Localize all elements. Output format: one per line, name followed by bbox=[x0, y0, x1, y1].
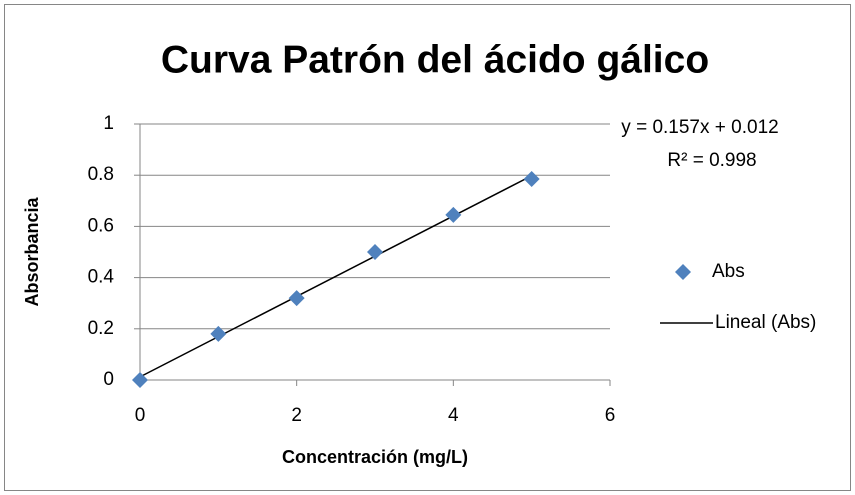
y-tick-label: 0.4 bbox=[88, 267, 115, 288]
data-point bbox=[445, 206, 462, 223]
trend-equation: y = 0.157x + 0.012 bbox=[621, 117, 778, 138]
y-tick-label: 1 bbox=[103, 113, 114, 134]
y-tick-label: 0.2 bbox=[88, 318, 114, 339]
legend-marker bbox=[675, 264, 691, 280]
y-tick-label: 0.8 bbox=[88, 164, 114, 185]
data-point bbox=[367, 244, 383, 260]
data-point bbox=[132, 372, 148, 388]
x-axis-title: Concentración (mg/L) bbox=[282, 447, 468, 467]
legend-label: Lineal (Abs) bbox=[715, 312, 816, 333]
y-axis-title: Absorbancia bbox=[22, 196, 42, 306]
trendline bbox=[139, 175, 533, 378]
data-point bbox=[210, 325, 227, 342]
x-tick-label: 6 bbox=[605, 405, 616, 426]
data-point bbox=[523, 171, 540, 188]
trend-r2: R² = 0.998 bbox=[667, 150, 756, 171]
x-tick-label: 4 bbox=[448, 405, 459, 426]
chart-title: Curva Patrón del ácido gálico bbox=[161, 38, 709, 81]
y-tick-label: 0 bbox=[103, 369, 114, 390]
legend-label: Abs bbox=[712, 261, 745, 282]
data-point bbox=[288, 290, 305, 307]
chart-frame bbox=[4, 4, 851, 491]
x-tick-label: 2 bbox=[291, 405, 302, 426]
y-tick-label: 0.6 bbox=[88, 215, 114, 236]
x-tick-label: 0 bbox=[135, 405, 146, 426]
